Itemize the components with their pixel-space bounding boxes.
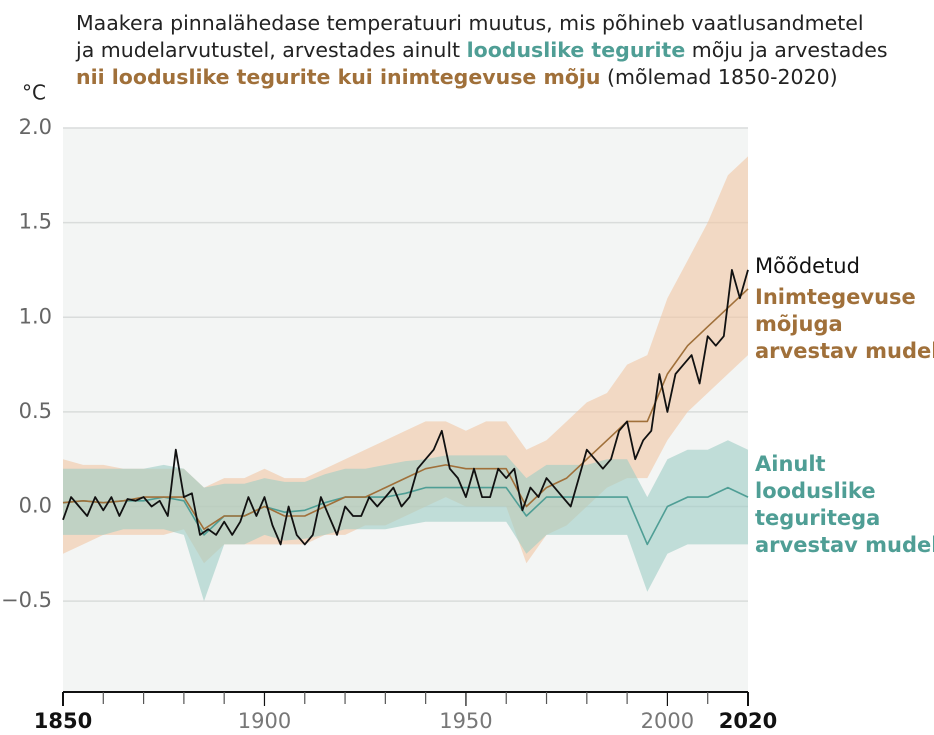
- x-tick-label: 1850: [34, 709, 92, 733]
- y-tick-label: 2.0: [19, 115, 52, 139]
- series-line: [62, 269, 749, 546]
- x-tick-label: 1950: [439, 709, 492, 733]
- title-part: nii looduslike tegurite kui inimtegevuse…: [76, 65, 601, 89]
- series-label: Ainult: [755, 452, 826, 476]
- series-label: Inimtegevuse: [755, 285, 916, 309]
- series-label: arvestav mudel: [755, 339, 934, 363]
- title-part: mõju ja arvestades: [685, 38, 888, 62]
- title-line: nii looduslike tegurite kui inimtegevuse…: [76, 64, 888, 91]
- uncertainty-band: [63, 440, 748, 602]
- title-line: ja mudelarvutustel, arvestades ainult lo…: [76, 37, 888, 64]
- y-tick-label: 1.5: [19, 210, 52, 234]
- series-label: teguritega: [755, 506, 880, 530]
- title-part: Maakera pinnalähedase temperatuuri muutu…: [76, 11, 864, 35]
- series-line: [62, 486, 749, 546]
- y-tick-label: 0.0: [19, 494, 52, 518]
- uncertainty-band: [63, 156, 748, 564]
- series-label: mõjuga: [755, 312, 843, 336]
- title-part: ja mudelarvutustel, arvestades ainult: [76, 38, 467, 62]
- bands: [63, 156, 748, 602]
- title-part: (mõlemad 1850-2020): [600, 65, 838, 89]
- x-tick-label: 2020: [719, 709, 777, 733]
- series-label: Mõõdetud: [755, 254, 860, 278]
- y-tick-label: −0.5: [1, 588, 52, 612]
- x-tick-label: 1900: [238, 709, 291, 733]
- y-tick-label: 0.5: [19, 399, 52, 423]
- y-tick-label: 1.0: [19, 304, 52, 328]
- series-label: looduslike: [755, 479, 876, 503]
- title-line: Maakera pinnalähedase temperatuuri muutu…: [76, 10, 888, 37]
- chart-title: Maakera pinnalähedase temperatuuri muutu…: [76, 10, 888, 91]
- title-part: looduslike tegurite: [466, 38, 686, 62]
- series-line: [62, 288, 749, 530]
- series-label: arvestav mudel: [755, 533, 934, 557]
- x-tick-label: 2000: [641, 709, 694, 733]
- y-unit: °C: [22, 81, 46, 105]
